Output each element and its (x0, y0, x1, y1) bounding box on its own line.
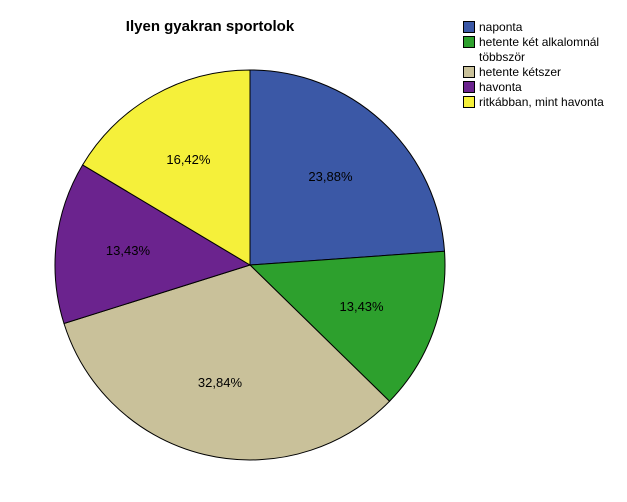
slice-pct-label: 13,43% (106, 243, 150, 258)
chart-title: Ilyen gyakran sportolok (0, 18, 420, 35)
legend-item: havonta (463, 80, 609, 95)
pie-chart-container: Ilyen gyakran sportolok napontahetente k… (0, 0, 627, 502)
legend-item: ritkábban, mint havonta (463, 95, 609, 110)
pie-slice (250, 70, 445, 265)
legend-swatch (463, 21, 475, 33)
legend-item: hetente két alkalomnál többször (463, 35, 609, 65)
legend-item: naponta (463, 20, 609, 35)
slice-pct-label: 16,42% (166, 152, 210, 167)
legend-label: naponta (479, 20, 522, 35)
legend-swatch (463, 66, 475, 78)
slice-pct-label: 13,43% (340, 299, 384, 314)
pie-chart (40, 55, 460, 480)
legend-label: hetente két alkalomnál többször (479, 35, 609, 65)
slice-pct-label: 32,84% (198, 375, 242, 390)
legend-label: havonta (479, 80, 522, 95)
legend-swatch (463, 96, 475, 108)
legend-label: ritkábban, mint havonta (479, 95, 604, 110)
slice-pct-label: 23,88% (308, 169, 352, 184)
legend-swatch (463, 81, 475, 93)
legend-label: hetente kétszer (479, 65, 561, 80)
legend-swatch (463, 36, 475, 48)
legend: napontahetente két alkalomnál többszörhe… (463, 20, 609, 110)
legend-item: hetente kétszer (463, 65, 609, 80)
